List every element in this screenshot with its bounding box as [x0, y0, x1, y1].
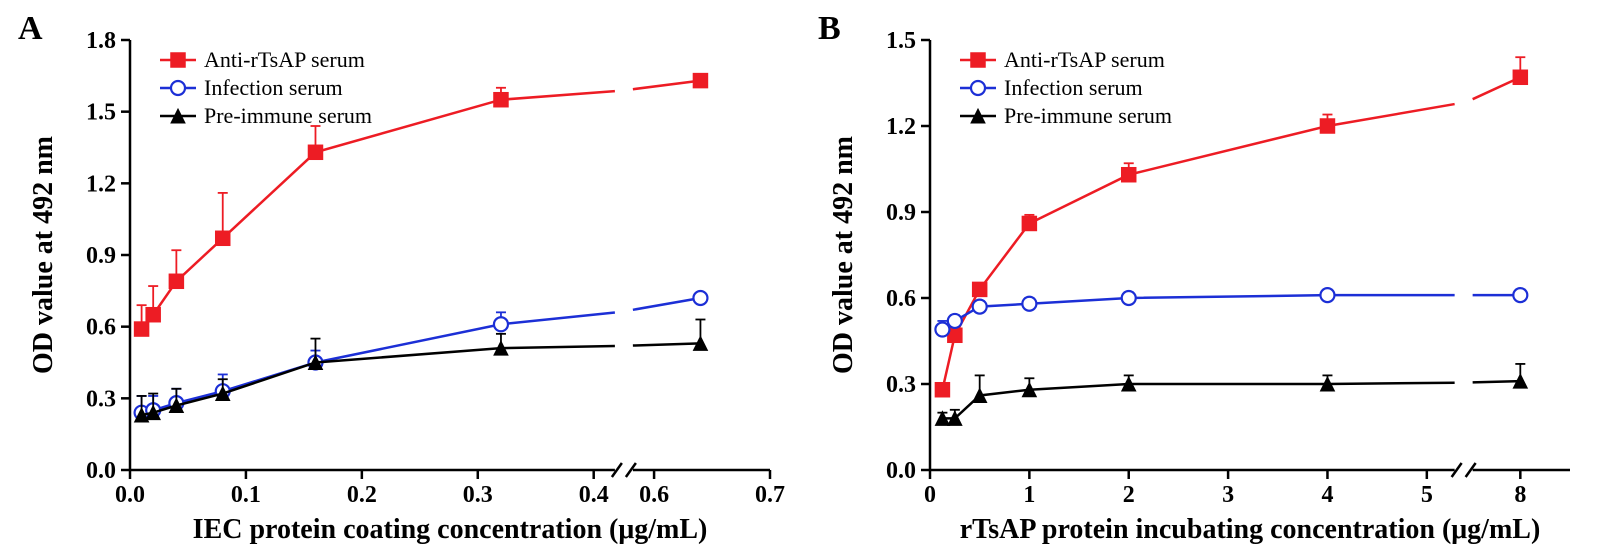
svg-text:0.6: 0.6 [639, 482, 669, 508]
svg-text:0.2: 0.2 [347, 482, 377, 508]
svg-text:OD value at 492 nm: OD value at 492 nm [828, 136, 859, 374]
svg-text:1.2: 1.2 [886, 114, 916, 140]
panel-a: A 0.00.30.60.91.21.51.80.00.10.20.30.40.… [10, 10, 790, 550]
svg-text:0.1: 0.1 [231, 482, 261, 508]
svg-text:0.4: 0.4 [579, 482, 609, 508]
svg-text:5: 5 [1421, 482, 1433, 508]
panel-b: B 0.0 0.3 0.6 0.9 1.2 1.5 0 1 2 3 4 5 8 rTsAP protein… [810, 10, 1590, 550]
svg-text:0.0: 0.0 [886, 458, 916, 484]
chart-b: 0.0 0.3 0.6 0.9 1.2 1.5 0 1 2 3 4 5 8 rTsAP protein i… [810, 10, 1590, 550]
panel-a-label: A [18, 10, 43, 48]
svg-text:2: 2 [1123, 482, 1135, 508]
svg-text:1.5: 1.5 [86, 100, 116, 126]
svg-text:1: 1 [1023, 482, 1035, 508]
svg-text:8: 8 [1514, 482, 1526, 508]
svg-text:0.0: 0.0 [86, 458, 116, 484]
svg-text:Anti-rTsAP serum: Anti-rTsAP serum [204, 47, 365, 72]
svg-text:0: 0 [924, 482, 936, 508]
svg-text:3: 3 [1222, 482, 1234, 508]
svg-text:OD value at 492 nm: OD value at 492 nm [28, 136, 59, 374]
svg-text:4: 4 [1321, 482, 1333, 508]
svg-text:Infection serum: Infection serum [1004, 75, 1143, 100]
svg-text:IEC protein coating concentrat: IEC protein coating concentration (μg/mL… [193, 514, 708, 545]
svg-text:0.3: 0.3 [463, 482, 493, 508]
svg-text:1.8: 1.8 [86, 28, 116, 54]
svg-text:0.0: 0.0 [115, 482, 145, 508]
svg-text:rTsAP protein incubating conce: rTsAP protein incubating concentration (… [960, 514, 1541, 545]
svg-text:0.6: 0.6 [886, 286, 916, 312]
svg-text:0.9: 0.9 [86, 243, 116, 269]
svg-text:Pre-immune serum: Pre-immune serum [204, 103, 372, 128]
svg-text:0.3: 0.3 [886, 372, 916, 398]
svg-text:Anti-rTsAP serum: Anti-rTsAP serum [1004, 47, 1165, 72]
svg-text:1.5: 1.5 [886, 28, 916, 54]
svg-text:Pre-immune serum: Pre-immune serum [1004, 103, 1172, 128]
figure-row: A 0.00.30.60.91.21.51.80.00.10.20.30.40.… [10, 10, 1597, 550]
panel-b-label: B [818, 10, 841, 48]
svg-text:0.7: 0.7 [755, 482, 785, 508]
svg-text:0.6: 0.6 [86, 315, 116, 341]
svg-text:0.9: 0.9 [886, 200, 916, 226]
chart-a: 0.0 0.3 0.6 0.9 1.2 1.5 1.8 0.0 0.1 0.2 0.3 0.4 0.6 0… [10, 10, 790, 550]
svg-text:0.3: 0.3 [86, 386, 116, 412]
svg-text:1.2: 1.2 [86, 171, 116, 197]
svg-text:Infection serum: Infection serum [204, 75, 343, 100]
